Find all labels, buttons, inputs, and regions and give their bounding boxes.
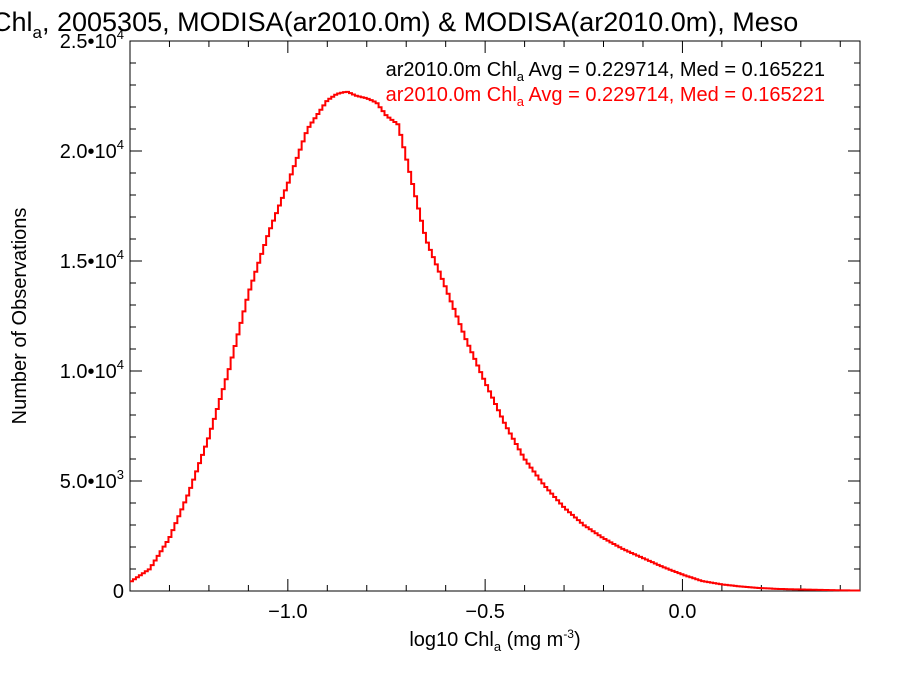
chart-title-rest: , 2005305, MODISA(ar2010.0m) & MODISA(ar… — [42, 7, 798, 37]
chart-title-main: Chl — [0, 7, 33, 37]
legend-entry-subscript: a — [517, 69, 525, 84]
chart-title-subscript: a — [33, 23, 43, 42]
y-tick-mantissa: 1.0•10 — [60, 361, 117, 383]
x-tick-label: 0.0 — [669, 601, 697, 623]
legend-entry: ar2010.0m Chla Avg = 0.229714, Med = 0.1… — [386, 84, 825, 109]
x-tick-labels: −1.0 −0.5 0.0 — [268, 601, 696, 623]
y-tick-label: 2.5•104 — [60, 27, 124, 53]
y-tick-exponent: 4 — [117, 357, 124, 372]
chart-title: Chla, 2005305, MODISA(ar2010.0m) & MODIS… — [0, 7, 798, 42]
y-tick-mantissa: 5.0•10 — [60, 471, 117, 493]
y-tick-exponent: 3 — [117, 467, 124, 482]
series-line-red — [130, 90, 860, 592]
y-tick-label: 0 — [113, 581, 124, 603]
y-axis-label: Number of Observations — [9, 208, 31, 425]
y-tick-label: 5.0•103 — [60, 467, 124, 493]
y-tick-mantissa: 0 — [113, 581, 124, 603]
x-tick-label: −1.0 — [268, 601, 307, 623]
y-tick-mantissa: 2.0•10 — [60, 141, 117, 163]
x-axis-label-exponent: -3 — [563, 627, 574, 641]
y-tick-exponent: 4 — [117, 137, 124, 152]
y-tick-label: 1.5•104 — [60, 247, 124, 273]
y-tick-mantissa: 1.5•10 — [60, 251, 117, 273]
legend-entry: ar2010.0m Chla Avg = 0.229714, Med = 0.1… — [386, 59, 825, 84]
legend-entry-subscript: a — [517, 94, 525, 109]
legend-entry-prefix: ar2010.0m Chl — [386, 84, 517, 106]
legend-entry-suffix: Avg = 0.229714, Med = 0.165221 — [524, 59, 825, 81]
legend: ar2010.0m Chla Avg = 0.229714, Med = 0.1… — [386, 59, 825, 109]
x-axis-label: log10 Chla (mg m-3) — [409, 627, 580, 654]
y-tick-mantissa: 2.5•10 — [60, 31, 117, 53]
legend-entry-prefix: ar2010.0m Chl — [386, 59, 517, 81]
x-tick-label: −0.5 — [465, 601, 504, 623]
x-axis-label-close: ) — [574, 629, 581, 651]
y-tick-exponent: 4 — [117, 247, 124, 262]
y-tick-label: 1.0•104 — [60, 357, 124, 383]
y-tick-exponent: 4 — [117, 27, 124, 42]
x-axis-label-units: (mg m — [501, 629, 563, 651]
y-tick-label: 2.0•104 — [60, 137, 124, 163]
x-axis-label-main: log10 Chl — [409, 629, 494, 651]
legend-entry-suffix: Avg = 0.229714, Med = 0.165221 — [524, 84, 825, 106]
axis-ticks — [129, 40, 860, 592]
x-axis-label-subscript: a — [494, 639, 502, 654]
plot-frame — [129, 40, 861, 592]
